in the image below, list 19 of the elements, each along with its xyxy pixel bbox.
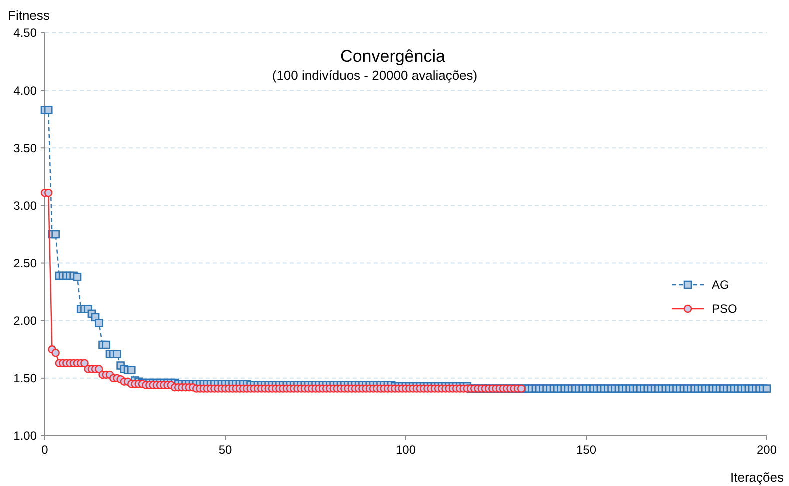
y-tick-label: 3.50 (14, 141, 38, 156)
legend-label: AG (712, 278, 730, 292)
y-tick-label: 1.00 (14, 429, 38, 444)
x-axis-title: Iterações (730, 470, 784, 485)
text: Convergência (340, 47, 446, 66)
y-tick-label: 4.50 (14, 26, 38, 40)
text: (100 indivíduos - 20000 avaliações) (272, 68, 478, 83)
y-tick-label: 1.50 (14, 372, 38, 386)
x-tick-label: 150 (576, 443, 597, 457)
y-tick-label: 2.00 (14, 314, 38, 328)
x-tick-label: 0 (42, 443, 49, 457)
x-tick-label: 100 (396, 443, 416, 457)
y-tick-label: 4.00 (14, 84, 38, 98)
y-tick-label: 3.00 (14, 198, 38, 213)
x-tick-label: 50 (218, 443, 232, 457)
y-tick-label: 2.50 (14, 256, 38, 270)
y-axis-title: Fitness (8, 8, 50, 23)
legend-label: PSO (712, 302, 738, 316)
x-tick-label: 200 (756, 443, 778, 457)
